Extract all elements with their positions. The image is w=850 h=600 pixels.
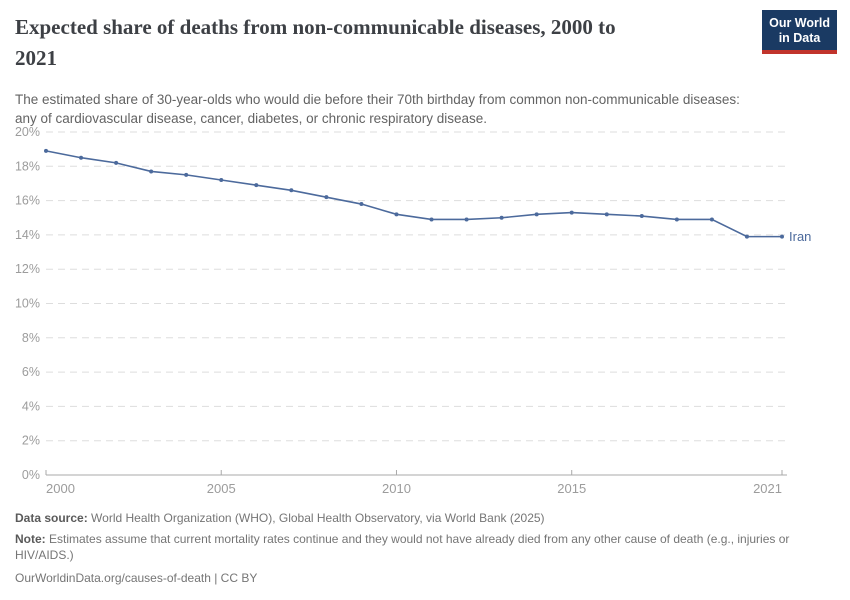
y-axis-tick-label: 16% (15, 194, 40, 208)
citation-link[interactable]: OurWorldinData.org/causes-of-death | CC … (15, 570, 258, 585)
data-point (709, 217, 714, 222)
owid-logo-line2: in Data (778, 31, 821, 45)
y-axis-tick-label: 8% (22, 331, 40, 345)
data-point (219, 178, 224, 183)
data-point (289, 188, 294, 193)
data-point (499, 215, 504, 220)
y-axis-tick-label: 2% (22, 434, 40, 448)
y-axis-tick-label: 6% (22, 365, 40, 379)
data-point (744, 234, 749, 239)
chart-subtitle-line2: any of cardiovascular disease, cancer, d… (15, 111, 487, 126)
owid-logo[interactable]: Our World in Data (762, 10, 837, 54)
note-row: Note: Estimates assume that current mort… (15, 531, 837, 564)
data-point (149, 169, 154, 174)
data-point (604, 212, 609, 217)
note-label: Note: (15, 531, 46, 546)
data-point (534, 212, 539, 217)
data-point (254, 183, 259, 188)
chart-subtitle: The estimated share of 30-year-olds who … (15, 90, 833, 128)
x-axis-tick-label: 2021 (753, 481, 782, 496)
data-point (429, 217, 434, 222)
y-axis-tick-label: 12% (15, 262, 40, 276)
iran-series-label: Iran (789, 229, 811, 244)
data-point (359, 202, 364, 207)
note-text: Estimates assume that current mortality … (15, 531, 790, 563)
page-title-line1: Expected share of deaths from non-commun… (15, 15, 616, 39)
data-point (394, 212, 399, 217)
data-point (114, 160, 119, 165)
y-axis-tick-label: 4% (22, 399, 40, 413)
data-source-label: Data source: (15, 511, 88, 525)
data-point (674, 217, 679, 222)
data-point (464, 217, 469, 222)
y-axis-tick-label: 20% (15, 125, 40, 139)
owid-logo-line1: Our World (769, 16, 830, 30)
data-point (639, 214, 644, 219)
x-axis-tick-label: 2005 (207, 481, 236, 496)
x-axis-tick-label: 2000 (46, 481, 75, 496)
data-source-text: World Health Organization (WHO), Global … (87, 511, 545, 525)
data-point (324, 195, 329, 200)
page-title: Expected share of deaths from non-commun… (15, 12, 765, 74)
data-point (44, 148, 48, 153)
line-chart: 0% 2% 4% 6% 8% 10% 12% 14% 16% 18% 20% 2000 2005 2010… (15, 125, 811, 496)
y-axis-tick-label: 14% (15, 228, 40, 242)
chart-subtitle-line1: The estimated share of 30-year-olds who … (15, 92, 740, 107)
x-axis-tick-label: 2010 (382, 481, 411, 496)
page-title-line2: 2021 (15, 46, 57, 70)
data-point (79, 155, 84, 160)
iran-line (45, 150, 782, 238)
y-axis-tick-label: 0% (22, 468, 40, 482)
data-point (569, 210, 574, 215)
data-point (184, 172, 189, 177)
chart-footer: Data source: World Health Organization (… (15, 510, 837, 586)
y-axis-tick-label: 18% (15, 159, 40, 173)
y-axis-tick-label: 10% (15, 297, 40, 311)
x-axis-tick-label: 2015 (557, 481, 586, 496)
data-source-row: Data source: World Health Organization (… (15, 510, 837, 527)
data-point (780, 234, 784, 239)
